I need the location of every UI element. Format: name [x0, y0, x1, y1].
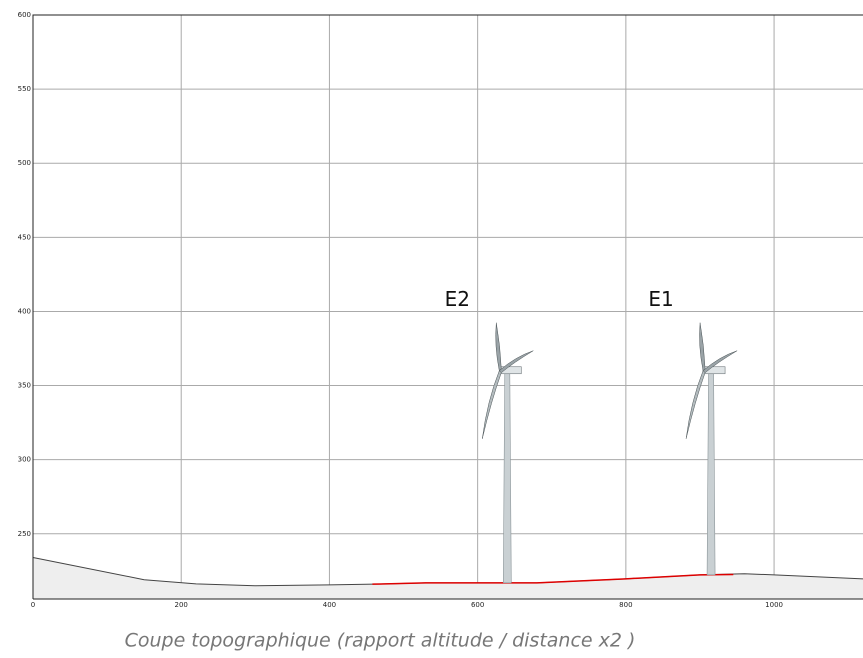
profile-line — [372, 573, 734, 585]
y-tick-label: 450 — [18, 233, 31, 241]
blade — [498, 350, 534, 374]
x-tick-label: 200 — [175, 601, 188, 609]
y-tick-label: 300 — [18, 456, 31, 464]
y-tick-label: 500 — [18, 159, 31, 167]
blade — [685, 370, 706, 439]
y-tick-label: 250 — [18, 530, 31, 538]
blade — [702, 350, 738, 374]
x-tick-label: 800 — [619, 601, 632, 609]
y-tick-label: 550 — [18, 85, 31, 93]
y-tick-label: 600 — [18, 11, 31, 19]
turbine — [685, 322, 738, 576]
caption: Coupe topographique (rapport altitude / … — [125, 630, 636, 652]
turbine-label: E2 — [445, 287, 470, 311]
x-tick-label: 400 — [323, 601, 336, 609]
blade — [482, 370, 502, 439]
y-tick-label: 400 — [18, 307, 31, 315]
x-tick-label: 0 — [31, 601, 35, 609]
x-tick-label: 1000 — [765, 601, 783, 609]
tower — [502, 370, 512, 584]
blade — [699, 322, 706, 372]
turbine — [482, 322, 534, 584]
x-tick-label: 600 — [471, 601, 484, 609]
terrain-area — [33, 557, 863, 599]
plot-frame — [32, 14, 863, 599]
turbine-label: E1 — [648, 287, 673, 311]
blade — [495, 322, 502, 372]
y-tick-label: 350 — [18, 382, 31, 390]
tower — [706, 370, 716, 576]
